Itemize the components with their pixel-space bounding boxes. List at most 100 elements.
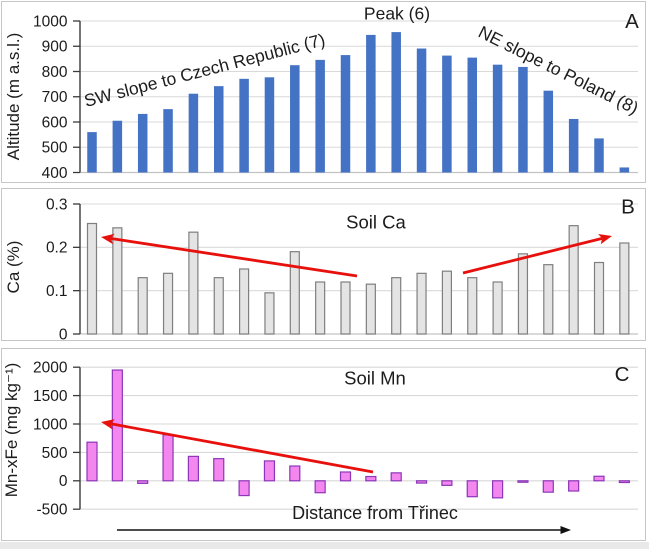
panel-c: -500 0 500 1000 1500 2000 Mn-xFe (mg kg⁻¹) So… [1, 348, 646, 541]
y-tick-label: 500 [42, 445, 68, 462]
bar [137, 480, 149, 484]
panel-a-letter: A [625, 10, 639, 33]
y-tick-label: -500 [36, 502, 67, 519]
trend-arrow-right-head [598, 234, 612, 245]
bar [339, 471, 352, 482]
bar [112, 120, 123, 173]
y-tick-label: 600 [42, 114, 68, 131]
bar [415, 480, 428, 484]
bar [543, 90, 554, 173]
y-tick-label: 0.3 [46, 196, 68, 213]
bar [137, 277, 148, 335]
bar [416, 272, 427, 335]
y-tick-label: 900 [42, 39, 68, 56]
y-tick-label: 1000 [33, 13, 68, 30]
bar [239, 78, 249, 173]
bar [264, 77, 275, 173]
bar [289, 465, 301, 482]
bar [188, 93, 199, 173]
y-tick-label: 400 [42, 165, 68, 182]
y-tick-label: 0 [59, 326, 68, 340]
bar [416, 48, 427, 173]
bar [188, 231, 199, 335]
panel-a-plot: 400 500 600 700 800 900 1000 [33, 13, 638, 182]
y-tick-label: 0 [59, 473, 68, 490]
trend-arrow-c [101, 419, 374, 474]
trend-arrow-left [101, 233, 358, 278]
bar [315, 281, 326, 335]
bar [290, 65, 300, 173]
panel-b-letter: B [621, 196, 635, 219]
bar [315, 59, 325, 173]
panel-b-title: Soil Ca [346, 212, 406, 233]
bar [542, 480, 554, 493]
bar [618, 480, 630, 484]
bar [517, 253, 529, 335]
bar [187, 455, 199, 482]
bar [593, 475, 605, 482]
bar [162, 434, 174, 482]
trend-arrow-c-head [101, 419, 115, 430]
bar [137, 113, 148, 173]
panel-c-letter: C [615, 363, 630, 386]
panel-a-y-axis-title: Altitude (m a.s.l.) [4, 33, 23, 161]
y-tick-label: 2000 [33, 360, 68, 377]
bar [442, 55, 452, 173]
panel-c-title: Soil Mn [344, 368, 406, 389]
y-tick-label: 700 [42, 89, 68, 106]
bottom-edge [0, 542, 649, 549]
x-axis-title-distance: Distance from Třinec [292, 503, 458, 523]
y-tick-label: 800 [42, 64, 68, 81]
bar [517, 480, 529, 483]
annotation-peak: Peak (6) [364, 4, 430, 24]
y-tick-label: 500 [42, 140, 68, 157]
bar [466, 480, 478, 498]
panel-b-y-axis-title: Ca (%) [4, 241, 23, 294]
bar [263, 460, 276, 482]
y-tick-label: 0.2 [46, 240, 68, 257]
panel-b-plot: 0 0.1 0.2 0.3 [46, 196, 638, 340]
bar [87, 132, 97, 173]
y-tick-label: 0.1 [46, 283, 68, 300]
bar [593, 261, 605, 335]
bar [492, 480, 504, 499]
bar [239, 268, 250, 335]
panel-c-plot: -500 0 500 1000 1500 2000 [33, 360, 638, 519]
bar [289, 251, 300, 335]
panel-b: 0 0.1 0.2 0.3 Ca (%) Soil Ca B [1, 188, 646, 341]
y-tick-label: 1500 [33, 388, 68, 405]
bar [568, 118, 579, 173]
panel-a-chart: 400 500 600 700 800 900 1000 Altitude (m a.s.l… [4, 4, 642, 182]
bar [214, 86, 224, 173]
bar [86, 222, 98, 335]
panel-c-y-axis-title: Mn-xFe (mg kg⁻¹) [2, 363, 21, 498]
bar [568, 225, 579, 335]
bar [365, 283, 376, 335]
bar [594, 138, 604, 173]
bar [112, 227, 123, 335]
trend-arrow-left-head [101, 233, 115, 245]
bar [619, 242, 630, 335]
bar [340, 55, 351, 173]
trend-arrow-right [462, 234, 612, 275]
panel-a: 400 500 600 700 800 900 1000 Altitude (m a.s.l… [1, 1, 646, 183]
bar [441, 480, 453, 486]
distance-arrow-head [560, 526, 571, 534]
bar [543, 264, 554, 335]
y-tick-label: 1000 [33, 416, 68, 433]
bar [213, 277, 224, 335]
bar [492, 64, 503, 173]
distance-arrow [117, 526, 571, 534]
trend-arrow-c-line [110, 422, 374, 474]
bar [518, 66, 528, 173]
bar [390, 472, 402, 482]
bar [314, 480, 326, 494]
bar [467, 277, 478, 335]
bar [366, 34, 376, 173]
bar [264, 292, 275, 335]
trend-arrow-left-line [110, 237, 358, 278]
bar [391, 277, 402, 335]
bar [238, 480, 250, 497]
bar [163, 109, 173, 173]
bar [391, 32, 401, 173]
